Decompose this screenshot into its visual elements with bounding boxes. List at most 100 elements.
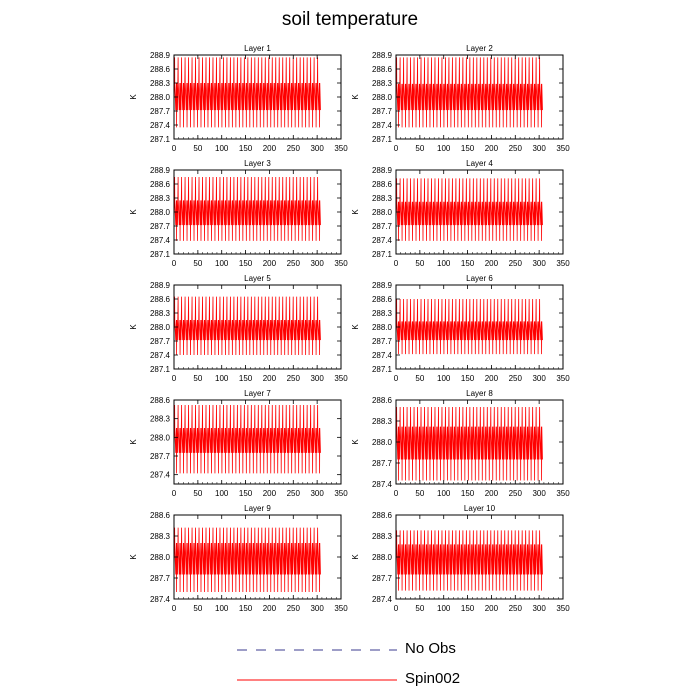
x-tick-label: 300: [310, 144, 324, 153]
x-tick-label: 100: [215, 374, 229, 383]
y-axis-label: K: [129, 209, 138, 215]
x-tick-label: 50: [415, 259, 424, 268]
x-tick-label: 50: [193, 604, 202, 613]
y-tick-label: 288.9: [372, 51, 393, 60]
y-tick-label: 287.7: [150, 574, 171, 583]
x-tick-label: 350: [556, 374, 570, 383]
x-tick-label: 150: [239, 144, 253, 153]
x-tick-label: 0: [172, 489, 177, 498]
x-tick-label: 150: [461, 489, 475, 498]
panel-7: Layer 7 K 0 50 100 150 200 250 300 350 287.4 287.7 2…: [129, 389, 348, 498]
y-tick-label: 287.4: [150, 595, 171, 604]
x-tick-label: 0: [394, 144, 399, 153]
panel-title: Layer 2: [466, 44, 493, 53]
x-tick-label: 350: [334, 489, 348, 498]
y-axis-label: K: [351, 554, 360, 560]
y-tick-label: 287.7: [372, 574, 393, 583]
x-tick-label: 50: [415, 604, 424, 613]
x-tick-label: 250: [509, 374, 523, 383]
series-line-spin002: [174, 176, 321, 241]
y-tick-label: 288.0: [150, 553, 171, 562]
x-tick-label: 50: [415, 374, 424, 383]
y-tick-label: 288.6: [150, 65, 171, 74]
x-tick-label: 100: [215, 259, 229, 268]
panel-title: Layer 10: [464, 504, 496, 513]
panel-title: Layer 5: [244, 274, 271, 283]
y-tick-label: 288.6: [150, 511, 171, 520]
y-tick-label: 288.0: [372, 438, 393, 447]
y-tick-label: 288.6: [372, 396, 393, 405]
x-tick-label: 150: [239, 259, 253, 268]
y-tick-label: 288.9: [372, 281, 393, 290]
panel-10: Layer 10 K 0 50 100 150 200 250 300 350 287.4 287.7…: [351, 504, 570, 613]
y-tick-label: 288.6: [372, 65, 393, 74]
panel-3: Layer 3 K 0 50 100 150 200 250 300 350 287.1 287.4 2…: [129, 159, 348, 268]
y-axis-label: K: [351, 439, 360, 445]
x-tick-label: 350: [556, 489, 570, 498]
x-tick-label: 150: [461, 259, 475, 268]
y-axis-label: K: [351, 94, 360, 100]
x-tick-label: 200: [263, 374, 277, 383]
x-tick-label: 300: [310, 489, 324, 498]
panel-title: Layer 3: [244, 159, 271, 168]
y-tick-label: 288.3: [372, 194, 393, 203]
y-tick-label: 288.3: [150, 532, 171, 541]
y-tick-label: 287.4: [372, 351, 393, 360]
x-tick-label: 250: [509, 144, 523, 153]
x-tick-label: 300: [310, 604, 324, 613]
x-tick-label: 350: [556, 604, 570, 613]
x-tick-label: 250: [287, 144, 301, 153]
y-tick-label: 288.3: [150, 194, 171, 203]
y-tick-label: 287.4: [372, 121, 393, 130]
x-tick-label: 50: [193, 374, 202, 383]
x-tick-label: 0: [394, 374, 399, 383]
y-tick-label: 287.1: [372, 250, 393, 259]
series-line-spin002: [396, 530, 543, 591]
y-tick-label: 288.3: [150, 309, 171, 318]
y-tick-label: 288.6: [150, 295, 171, 304]
x-tick-label: 200: [485, 489, 499, 498]
x-tick-label: 250: [287, 374, 301, 383]
y-tick-label: 288.3: [372, 532, 393, 541]
x-tick-label: 100: [215, 144, 229, 153]
panel-5: Layer 5 K 0 50 100 150 200 250 300 350 287.1 287.4 2…: [129, 274, 348, 383]
y-tick-label: 288.3: [372, 309, 393, 318]
series-line-spin002: [174, 404, 321, 474]
y-tick-label: 287.7: [372, 337, 393, 346]
x-tick-label: 150: [461, 144, 475, 153]
y-tick-label: 287.7: [150, 222, 171, 231]
x-tick-label: 350: [334, 374, 348, 383]
y-tick-label: 288.3: [150, 415, 171, 424]
y-axis-label: K: [351, 324, 360, 330]
y-tick-label: 287.7: [372, 459, 393, 468]
y-tick-label: 287.4: [372, 595, 393, 604]
y-tick-label: 288.6: [150, 396, 171, 405]
x-tick-label: 50: [415, 144, 424, 153]
x-tick-label: 0: [394, 489, 399, 498]
x-tick-label: 0: [172, 604, 177, 613]
x-tick-label: 300: [310, 374, 324, 383]
y-tick-label: 287.1: [372, 135, 393, 144]
y-tick-label: 288.6: [150, 180, 171, 189]
x-tick-label: 200: [263, 604, 277, 613]
x-tick-label: 0: [172, 259, 177, 268]
y-tick-label: 287.7: [372, 222, 393, 231]
y-tick-label: 288.0: [150, 323, 171, 332]
series-line-spin002: [396, 298, 543, 355]
x-tick-label: 250: [509, 604, 523, 613]
x-tick-label: 50: [193, 144, 202, 153]
y-tick-label: 287.4: [150, 121, 171, 130]
x-tick-label: 250: [287, 489, 301, 498]
y-tick-label: 287.1: [150, 135, 171, 144]
x-tick-label: 350: [556, 144, 570, 153]
y-tick-label: 288.0: [150, 93, 171, 102]
x-tick-label: 200: [485, 374, 499, 383]
x-tick-label: 300: [310, 259, 324, 268]
x-tick-label: 250: [509, 489, 523, 498]
x-tick-label: 50: [193, 489, 202, 498]
panel-2: Layer 2 K 0 50 100 150 200 250 300 350 287.1 287.4 2…: [351, 44, 570, 153]
x-tick-label: 100: [437, 259, 451, 268]
y-tick-label: 287.7: [150, 452, 171, 461]
y-tick-label: 288.0: [372, 553, 393, 562]
